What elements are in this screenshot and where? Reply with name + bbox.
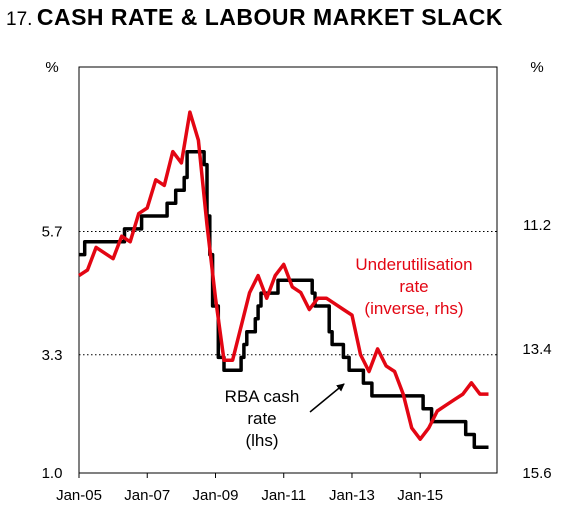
x-tick-label: Jan-15 xyxy=(397,487,443,504)
right-axis-unit: % xyxy=(530,59,543,76)
left-axis: 1.0 3.3 5.7 xyxy=(42,223,63,482)
left-axis-unit: % xyxy=(45,59,58,76)
annotation-line: rate xyxy=(399,277,428,296)
figure-number: 17. xyxy=(6,9,33,30)
right-tick-label: 15.6 xyxy=(522,465,551,482)
series-line-underutilisation xyxy=(78,110,489,441)
right-tick-label: 11.2 xyxy=(523,217,551,234)
x-tick-label: Jan-13 xyxy=(329,487,375,504)
series-group xyxy=(78,110,489,450)
x-axis: Jan-05 Jan-07 Jan-09 Jan-11 Jan-13 Jan-15 xyxy=(56,473,443,504)
annotation-line: RBA cash xyxy=(225,387,300,406)
x-tick-label: Jan-07 xyxy=(124,487,170,504)
left-tick-label: 3.3 xyxy=(42,347,63,364)
annotation-cash-rate: RBA cash rate (lhs) xyxy=(225,387,300,450)
series-line-cash-rate xyxy=(79,150,489,450)
right-axis: 11.2 13.4 15.6 xyxy=(522,217,551,482)
plot-frame xyxy=(78,66,498,474)
annotation-underutilisation: Underutilisation rate (inverse, rhs) xyxy=(355,255,472,318)
annotation-line: rate xyxy=(247,409,276,428)
annotation-line: (lhs) xyxy=(245,431,278,450)
x-tick-label: Jan-09 xyxy=(193,487,239,504)
annotation-line: (inverse, rhs) xyxy=(364,299,463,318)
chart-title-row: 17. CASH RATE & LABOUR MARKET SLACK xyxy=(6,4,503,31)
annotations: Underutilisation rate (inverse, rhs) RBA ca… xyxy=(225,255,473,450)
chart-title: CASH RATE & LABOUR MARKET SLACK xyxy=(36,4,503,30)
gridlines xyxy=(79,230,497,356)
annotation-arrow xyxy=(309,383,345,413)
left-tick-label: 5.7 xyxy=(42,223,63,240)
annotation-line: Underutilisation xyxy=(355,255,472,274)
x-tick-label: Jan-05 xyxy=(56,487,102,504)
right-tick-label: 13.4 xyxy=(522,341,551,358)
x-tick-label: Jan-11 xyxy=(261,487,306,504)
left-tick-label: 1.0 xyxy=(42,465,63,482)
